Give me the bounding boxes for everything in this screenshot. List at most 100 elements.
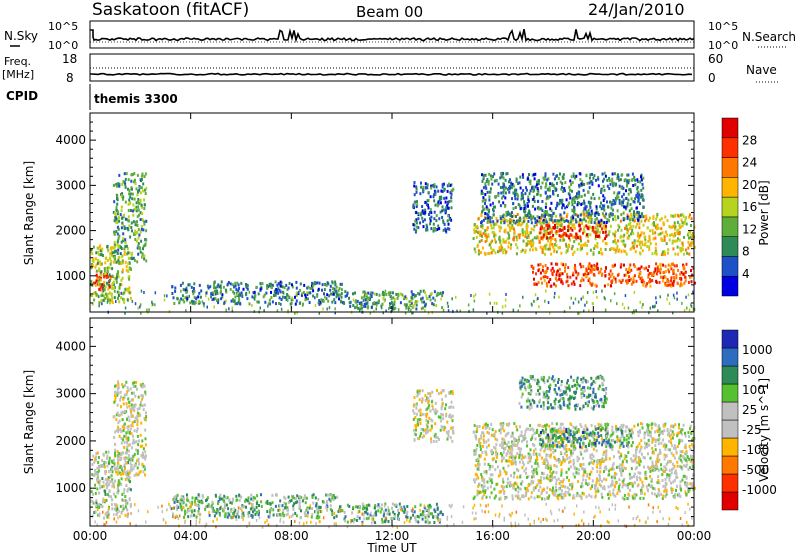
heatmap-cell [683, 221, 686, 225]
heatmap-cell [587, 190, 590, 194]
heatmap-cell [437, 224, 440, 228]
heatmap-cell [681, 224, 684, 228]
heatmap-cell [678, 232, 681, 235]
heatmap-cell [287, 286, 290, 290]
heatmap-cell [197, 512, 200, 516]
heatmap-cell [180, 289, 182, 293]
heatmap-cell [522, 193, 524, 197]
heatmap-cell [549, 207, 552, 211]
heatmap-cell [554, 493, 557, 497]
heatmap-cell [234, 284, 237, 288]
heatmap-cell [90, 248, 93, 251]
heatmap-cell [206, 496, 209, 500]
heatmap-cell [572, 496, 574, 500]
heatmap-cell [436, 204, 439, 208]
heatmap-cell [545, 183, 548, 187]
heatmap-cell [627, 173, 630, 177]
heatmap-cell [129, 296, 132, 300]
heatmap-cell [430, 186, 433, 190]
heatmap-cell [473, 294, 475, 298]
heatmap-cell [434, 401, 437, 405]
heatmap-cell [600, 201, 602, 205]
heatmap-cell [643, 267, 646, 271]
heatmap-cell [573, 223, 576, 227]
heatmap-cell [633, 309, 635, 313]
heatmap-cell [393, 512, 396, 516]
heatmap-cell [485, 186, 488, 190]
heatmap-cell [287, 298, 289, 302]
heatmap-cell [183, 300, 186, 304]
heatmap-cell [101, 477, 104, 480]
heatmap-cell [107, 478, 109, 482]
power-colorbar-boxes [721, 117, 739, 297]
heatmap-cell [518, 435, 520, 439]
heatmap-cell [518, 234, 521, 237]
heatmap-cell [126, 430, 129, 434]
heatmap-cell [692, 307, 695, 311]
heatmap-cell [545, 269, 548, 273]
heatmap-cell [561, 237, 564, 240]
heatmap-cell [320, 298, 323, 302]
heatmap-cell [472, 308, 475, 312]
heatmap-cell [521, 230, 524, 234]
heatmap-cell [550, 215, 553, 219]
heatmap-cell [124, 478, 127, 481]
heatmap-cell [135, 205, 138, 209]
heatmap-cell [637, 190, 640, 194]
heatmap-cell [632, 275, 635, 279]
heatmap-cell [139, 303, 142, 307]
heatmap-cell [502, 171, 505, 175]
heatmap-cell [312, 289, 315, 293]
heatmap-cell [637, 211, 640, 214]
heatmap-cell [435, 294, 438, 298]
heatmap-cell [553, 243, 556, 247]
heatmap-cell [123, 463, 126, 467]
heatmap-cell [491, 239, 494, 243]
heatmap-cell [551, 266, 554, 270]
heatmap-cell [648, 265, 651, 268]
heatmap-cell [335, 514, 338, 518]
heatmap-cell [238, 298, 241, 302]
heatmap-cell [603, 485, 606, 489]
heatmap-cell [430, 424, 433, 428]
heatmap-cell [590, 264, 593, 268]
heatmap-cell [144, 188, 147, 192]
heatmap-cell [98, 483, 101, 486]
heatmap-cell [625, 438, 628, 442]
heatmap-cell [451, 439, 454, 443]
heatmap-cell [95, 451, 98, 455]
heatmap-cell [628, 215, 631, 219]
heatmap-cell [567, 219, 570, 223]
heatmap-cell [414, 515, 416, 519]
heatmap-cell [124, 384, 126, 387]
heatmap-cell [104, 472, 107, 476]
heatmap-cell [624, 207, 627, 211]
heatmap-cell [142, 384, 145, 388]
heatmap-cell [495, 222, 498, 226]
heatmap-cell [425, 228, 428, 232]
heatmap-cell [180, 495, 183, 499]
heatmap-cell [443, 188, 446, 192]
heatmap-cell [124, 200, 127, 204]
heatmap-cell [143, 291, 145, 294]
heatmap-cell [376, 504, 379, 508]
heatmap-cell [582, 188, 585, 192]
heatmap-cell [585, 214, 588, 218]
heatmap-cell [633, 200, 636, 204]
heatmap-cell [304, 296, 307, 300]
heatmap-cell [206, 305, 208, 309]
heatmap-cell [240, 495, 243, 499]
heatmap-cell [231, 309, 234, 313]
heatmap-cell [683, 252, 686, 256]
heatmap-cell [130, 464, 133, 467]
heatmap-cell [515, 425, 518, 429]
heatmap-cell [275, 288, 278, 291]
heatmap-cell [108, 494, 111, 498]
heatmap-cell [473, 223, 476, 226]
heatmap-cell [229, 509, 232, 513]
heatmap-cell [482, 186, 485, 190]
heatmap-cell [95, 273, 98, 277]
heatmap-cell [552, 212, 555, 215]
heatmap-cell [580, 182, 583, 186]
heatmap-cell [99, 263, 102, 266]
